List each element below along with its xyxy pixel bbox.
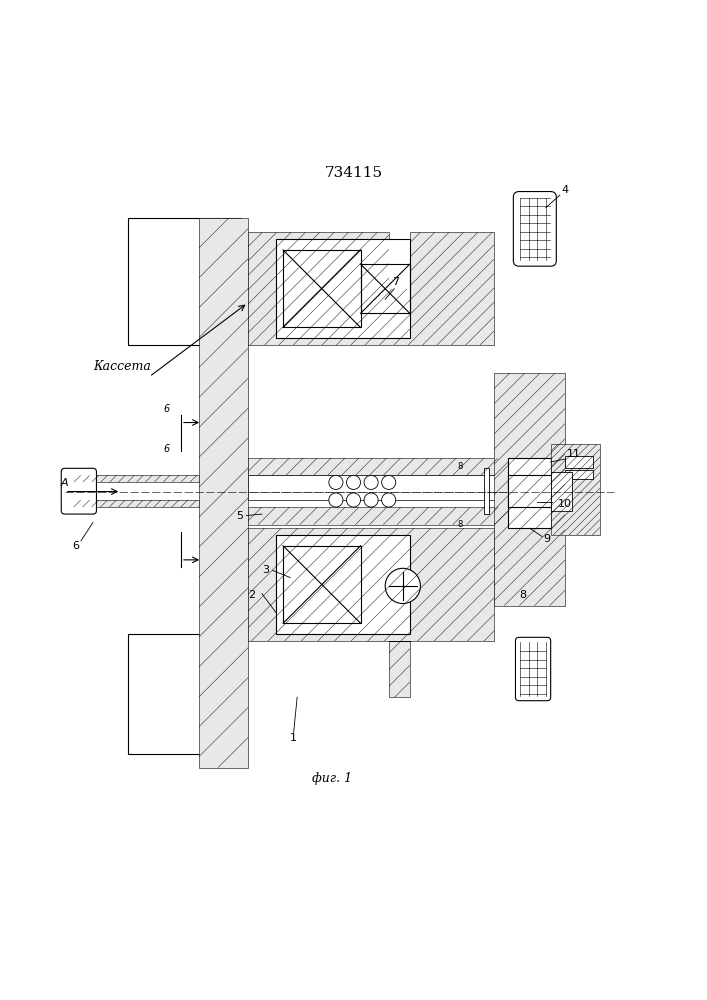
Bar	[508, 458, 551, 528]
Polygon shape	[72, 500, 199, 507]
Polygon shape	[72, 475, 199, 482]
Bar	[276, 239, 410, 338]
Text: 6: 6	[164, 404, 170, 414]
Polygon shape	[248, 507, 508, 525]
Circle shape	[346, 493, 361, 507]
Polygon shape	[551, 444, 600, 535]
Circle shape	[382, 475, 396, 489]
Bar	[283, 250, 361, 327]
Polygon shape	[248, 528, 494, 697]
Text: Кассета: Кассета	[93, 360, 151, 373]
Text: 5: 5	[236, 511, 243, 521]
Polygon shape	[199, 218, 248, 768]
FancyBboxPatch shape	[62, 468, 96, 514]
Circle shape	[364, 493, 378, 507]
Text: 4: 4	[561, 185, 568, 195]
Bar	[508, 475, 551, 507]
Bar	[276, 535, 410, 634]
Bar	[361, 264, 410, 313]
Polygon shape	[248, 458, 508, 475]
FancyBboxPatch shape	[513, 192, 556, 266]
Bar	[565, 470, 593, 479]
Text: 1: 1	[290, 733, 297, 743]
Text: 9: 9	[544, 534, 551, 544]
FancyBboxPatch shape	[515, 637, 551, 701]
Circle shape	[382, 493, 396, 507]
Circle shape	[329, 493, 343, 507]
Text: 6: 6	[72, 541, 79, 551]
Bar	[565, 456, 593, 468]
Bar	[248, 475, 508, 500]
Text: 7: 7	[392, 277, 399, 287]
Text: 8: 8	[519, 590, 526, 600]
Text: 6: 6	[164, 444, 170, 454]
Polygon shape	[248, 232, 494, 345]
Circle shape	[385, 568, 421, 604]
Text: 10: 10	[558, 499, 572, 509]
Bar	[551, 472, 572, 511]
Text: 2: 2	[248, 590, 255, 600]
Text: 8: 8	[458, 520, 463, 529]
Polygon shape	[494, 373, 565, 606]
Text: фиг. 1: фиг. 1	[312, 772, 352, 785]
Text: 3: 3	[262, 565, 269, 575]
Text: 8: 8	[458, 462, 463, 471]
Bar	[484, 468, 489, 514]
Circle shape	[364, 475, 378, 489]
Bar	[128, 634, 241, 754]
Bar	[283, 546, 361, 623]
Text: 11: 11	[567, 449, 581, 459]
Text: 734115: 734115	[325, 166, 382, 180]
Circle shape	[346, 475, 361, 489]
Circle shape	[329, 475, 343, 489]
Text: A: A	[61, 478, 69, 488]
Bar	[128, 218, 241, 345]
